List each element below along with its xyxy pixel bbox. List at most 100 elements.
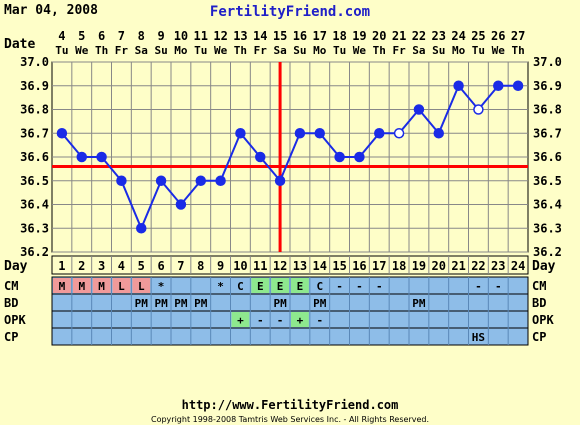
temperature-point [413,104,425,115]
temperature-line [61,83,519,231]
temperature-point [493,80,504,91]
day-label: 9 [217,259,224,273]
weekday-label: Fr [254,44,268,57]
obs-cell-bg [251,278,270,293]
date-label: 21 [392,29,406,43]
day-row-label: Day [4,259,28,274]
y-tick-label: 36.3 [533,221,562,235]
weekday-label: Fr [392,44,406,57]
y-tick-label: 36.8 [533,103,562,117]
temperature-point [136,223,147,234]
footer-copyright: Copyright 1998-2008 Tamtris Web Services… [151,415,429,424]
day-label: 13 [293,259,307,273]
temperature-point [294,128,306,139]
date-label: 15 [273,29,287,43]
day-label: 16 [352,259,366,273]
opk-value: + [297,314,304,327]
opk-value: - [257,314,264,327]
footer-url[interactable]: http://www.FertilityFriend.com [182,398,399,412]
cm-value: E [277,280,284,293]
date-label: 8 [138,29,145,43]
cp-row-label-right: CP [532,330,546,344]
y-tick-label: 36.6 [20,150,49,164]
temperature-point [354,151,365,163]
day-label: 18 [392,259,406,273]
weekday-label: We [75,44,89,57]
date-label: 20 [372,29,386,43]
cm-value: - [376,280,383,293]
temperature-point [274,175,286,186]
date-label: 27 [511,29,525,43]
date-label: 12 [213,29,227,43]
weekday-label: Mo [174,44,188,57]
weekday-label: Sa [273,44,286,57]
day-label: 10 [233,259,247,273]
y-ticks-right: 37.0 36.9 36.8 36.7 36.6 36.5 36.4 36.3 36.2 [533,55,562,259]
date-label: 10 [174,29,188,43]
weekday-label: Th [373,44,386,57]
y-tick-label: 36.3 [20,221,49,235]
weekday-label: Su [154,44,167,57]
weekday-label: Th [95,44,108,57]
temperature-point [56,128,68,139]
y-tick-label: 36.8 [20,103,49,117]
cm-row-label-right: CM [532,279,546,293]
observation-grid [52,277,528,345]
weekday-label: We [492,44,506,57]
date-label: 17 [313,29,327,43]
obs-cell-bg [291,278,309,293]
y-tick-label: 36.7 [533,126,562,140]
date-label: 13 [233,29,247,43]
obs-cell-bg [271,278,289,293]
day-label: 5 [138,259,145,273]
temperature-point [374,128,385,139]
obs-cell-bg [72,278,91,293]
temperature-point [215,175,226,186]
cm-value: M [59,280,66,293]
date-label: 23 [432,29,446,43]
cm-value: * [217,280,224,293]
day-label: 1 [58,259,65,273]
bd-value: PM [273,297,287,310]
date-label: 18 [332,29,346,43]
date-label: 24 [451,29,465,43]
day-label: 12 [273,259,287,273]
date-label: Mar 04, 2008 [4,3,98,18]
opk-value: - [316,314,323,327]
temperature-point [235,128,246,139]
temperature-point [393,128,405,139]
y-tick-label: 36.6 [533,150,562,164]
y-tick-label: 36.2 [533,245,562,259]
weekday-label: Sa [135,44,148,57]
site-title[interactable]: FertilityFriend.com [210,4,370,20]
date-label: 5 [78,29,85,43]
obs-cell-bg [291,312,309,327]
temperature-point [76,151,87,163]
temperature-point [473,104,484,115]
bd-value: PM [194,297,208,310]
y-tick-label: 36.2 [20,245,49,259]
day-label: 4 [118,259,125,273]
weekday-label: We [214,44,228,57]
day-label: 23 [491,259,505,273]
cm-value: - [356,280,363,293]
opk-row-label: OPK [4,313,26,327]
temperature-points [56,80,524,234]
day-label: 19 [412,259,426,273]
day-label: 2 [78,259,85,273]
day-label: 15 [332,259,346,273]
date-label: 25 [471,29,485,43]
obs-cell-bg [231,312,250,327]
day-label: 17 [372,259,386,273]
y-tick-label: 36.7 [20,126,49,140]
bd-value: PM [135,297,149,310]
obs-cell-bg [112,278,131,293]
day-cells: 1 2 3 4 5 6 7 8 9 10 11 12 13 14 15 16 17 18 19 20 21 22 23 24 [58,256,525,274]
weekday-label: Sa [412,44,425,57]
weekday-label: Tu [55,44,68,57]
date-label: 26 [491,29,505,43]
temperature-point [255,151,266,163]
y-tick-label: 37.0 [20,55,49,69]
date-labels: 4 5 6 7 8 9 10 11 12 13 14 15 16 17 18 19 20 21 22 23 24 25 26… [58,29,525,43]
cm-value: M [98,280,105,293]
